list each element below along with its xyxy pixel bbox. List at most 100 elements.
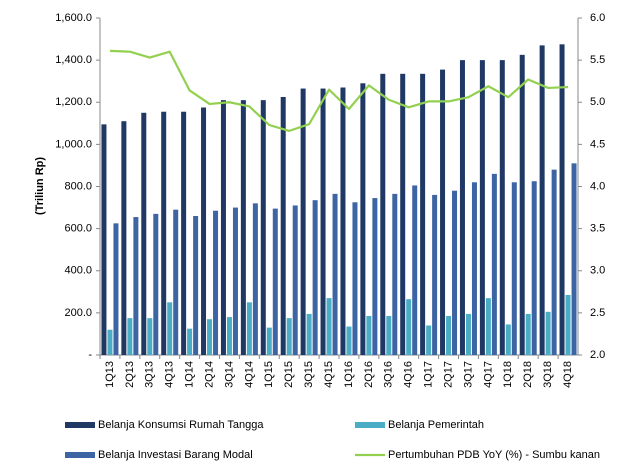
bar <box>346 326 352 355</box>
bar <box>505 324 511 355</box>
x-tick-label: 2Q15 <box>283 361 295 388</box>
bar <box>113 223 119 355</box>
bar <box>252 203 258 355</box>
bar <box>499 60 505 355</box>
y-tick-label: 400.0 <box>64 265 92 277</box>
x-tick-label: 4Q18 <box>562 361 574 388</box>
x-tick-label: 1Q13 <box>104 361 116 388</box>
bar <box>479 60 485 355</box>
x-tick-label: 2Q13 <box>124 361 136 388</box>
x-tick-label: 2Q17 <box>442 361 454 388</box>
bar <box>340 87 346 355</box>
bar <box>406 299 412 355</box>
legend-swatch <box>65 452 95 458</box>
y-tick-label: 1,200.0 <box>55 96 92 108</box>
bar <box>539 45 545 355</box>
bar <box>306 313 312 355</box>
bar <box>545 311 551 355</box>
x-tick-label: 2Q16 <box>363 361 375 388</box>
bar <box>491 173 497 355</box>
bar <box>181 111 187 356</box>
bar <box>360 83 366 355</box>
bar <box>459 60 465 355</box>
bar <box>465 313 471 355</box>
bar <box>193 215 199 355</box>
bar <box>107 329 113 355</box>
line <box>109 49 569 132</box>
bar <box>531 181 537 355</box>
y2-tick-label: 5.0 <box>590 96 605 108</box>
bar <box>386 316 392 355</box>
bar <box>213 210 219 355</box>
bar <box>133 217 139 355</box>
bar <box>292 205 298 355</box>
y2-tick-label: 3.5 <box>590 223 605 235</box>
x-tick-label: 4Q14 <box>243 361 255 388</box>
bar <box>173 209 179 355</box>
bar <box>220 100 226 355</box>
y-tick-label: 600.0 <box>64 223 92 235</box>
bar <box>266 327 272 355</box>
bar <box>187 328 193 355</box>
bar <box>320 88 326 355</box>
bar <box>571 163 577 355</box>
bar <box>565 294 571 355</box>
x-tick-label: 1Q16 <box>343 361 355 388</box>
bar <box>426 325 432 355</box>
x-tick-label: 1Q14 <box>184 361 196 388</box>
legend-label: Belanja Pemerintah <box>388 419 484 431</box>
bar <box>147 318 153 355</box>
bar <box>260 100 266 355</box>
y-tick-label: 1,400.0 <box>55 54 92 66</box>
x-tick-label: 4Q17 <box>482 361 494 388</box>
bar <box>101 124 107 355</box>
x-tick-label: 1Q15 <box>263 361 275 388</box>
x-tick-label: 4Q13 <box>164 361 176 388</box>
bar <box>312 200 318 355</box>
x-tick-label: 2Q14 <box>203 361 215 388</box>
bar <box>392 193 398 355</box>
y2-tick-label: 4.0 <box>590 180 605 192</box>
y-axis-label: (Triliun Rp) <box>34 157 46 215</box>
bar <box>525 313 531 355</box>
bar <box>366 316 372 355</box>
x-tick-label: 3Q16 <box>383 361 395 388</box>
bar <box>519 54 525 355</box>
bar <box>246 302 252 355</box>
y2-tick-label: 4.5 <box>590 138 605 150</box>
bar <box>551 169 557 355</box>
bar <box>286 318 292 355</box>
x-tick-label: 3Q13 <box>144 361 156 388</box>
y-tick-label: 200.0 <box>64 307 92 319</box>
bar <box>240 100 246 355</box>
legend-label: Belanja Investasi Barang Modal <box>98 449 253 461</box>
bar <box>332 193 338 355</box>
bar <box>420 73 426 356</box>
bar <box>232 207 238 355</box>
bar <box>326 298 332 355</box>
bar <box>511 182 517 355</box>
x-tick-label: 3Q14 <box>223 361 235 388</box>
bar <box>280 96 286 355</box>
x-tick-label: 4Q15 <box>323 361 335 388</box>
x-tick-label: 3Q15 <box>303 361 315 388</box>
bar <box>127 318 133 355</box>
bar <box>300 88 306 355</box>
x-tick-label: 1Q17 <box>423 361 435 388</box>
bar <box>207 319 213 355</box>
y2-tick-label: 6.0 <box>590 12 605 24</box>
y-tick-label: 1,000.0 <box>55 138 92 150</box>
x-tick-label: 4Q16 <box>403 361 415 388</box>
bar <box>452 190 458 355</box>
bar <box>559 44 565 355</box>
bar <box>153 213 159 355</box>
bar <box>412 185 418 355</box>
bar <box>432 194 438 355</box>
legend-swatch <box>355 422 385 428</box>
x-tick-label: 1Q18 <box>502 361 514 388</box>
x-tick-label: 2Q18 <box>522 361 534 388</box>
x-tick-label: 3Q18 <box>542 361 554 388</box>
y2-tick-label: 5.5 <box>590 54 605 66</box>
legend-label: Belanja Konsumsi Rumah Tangga <box>98 419 264 431</box>
